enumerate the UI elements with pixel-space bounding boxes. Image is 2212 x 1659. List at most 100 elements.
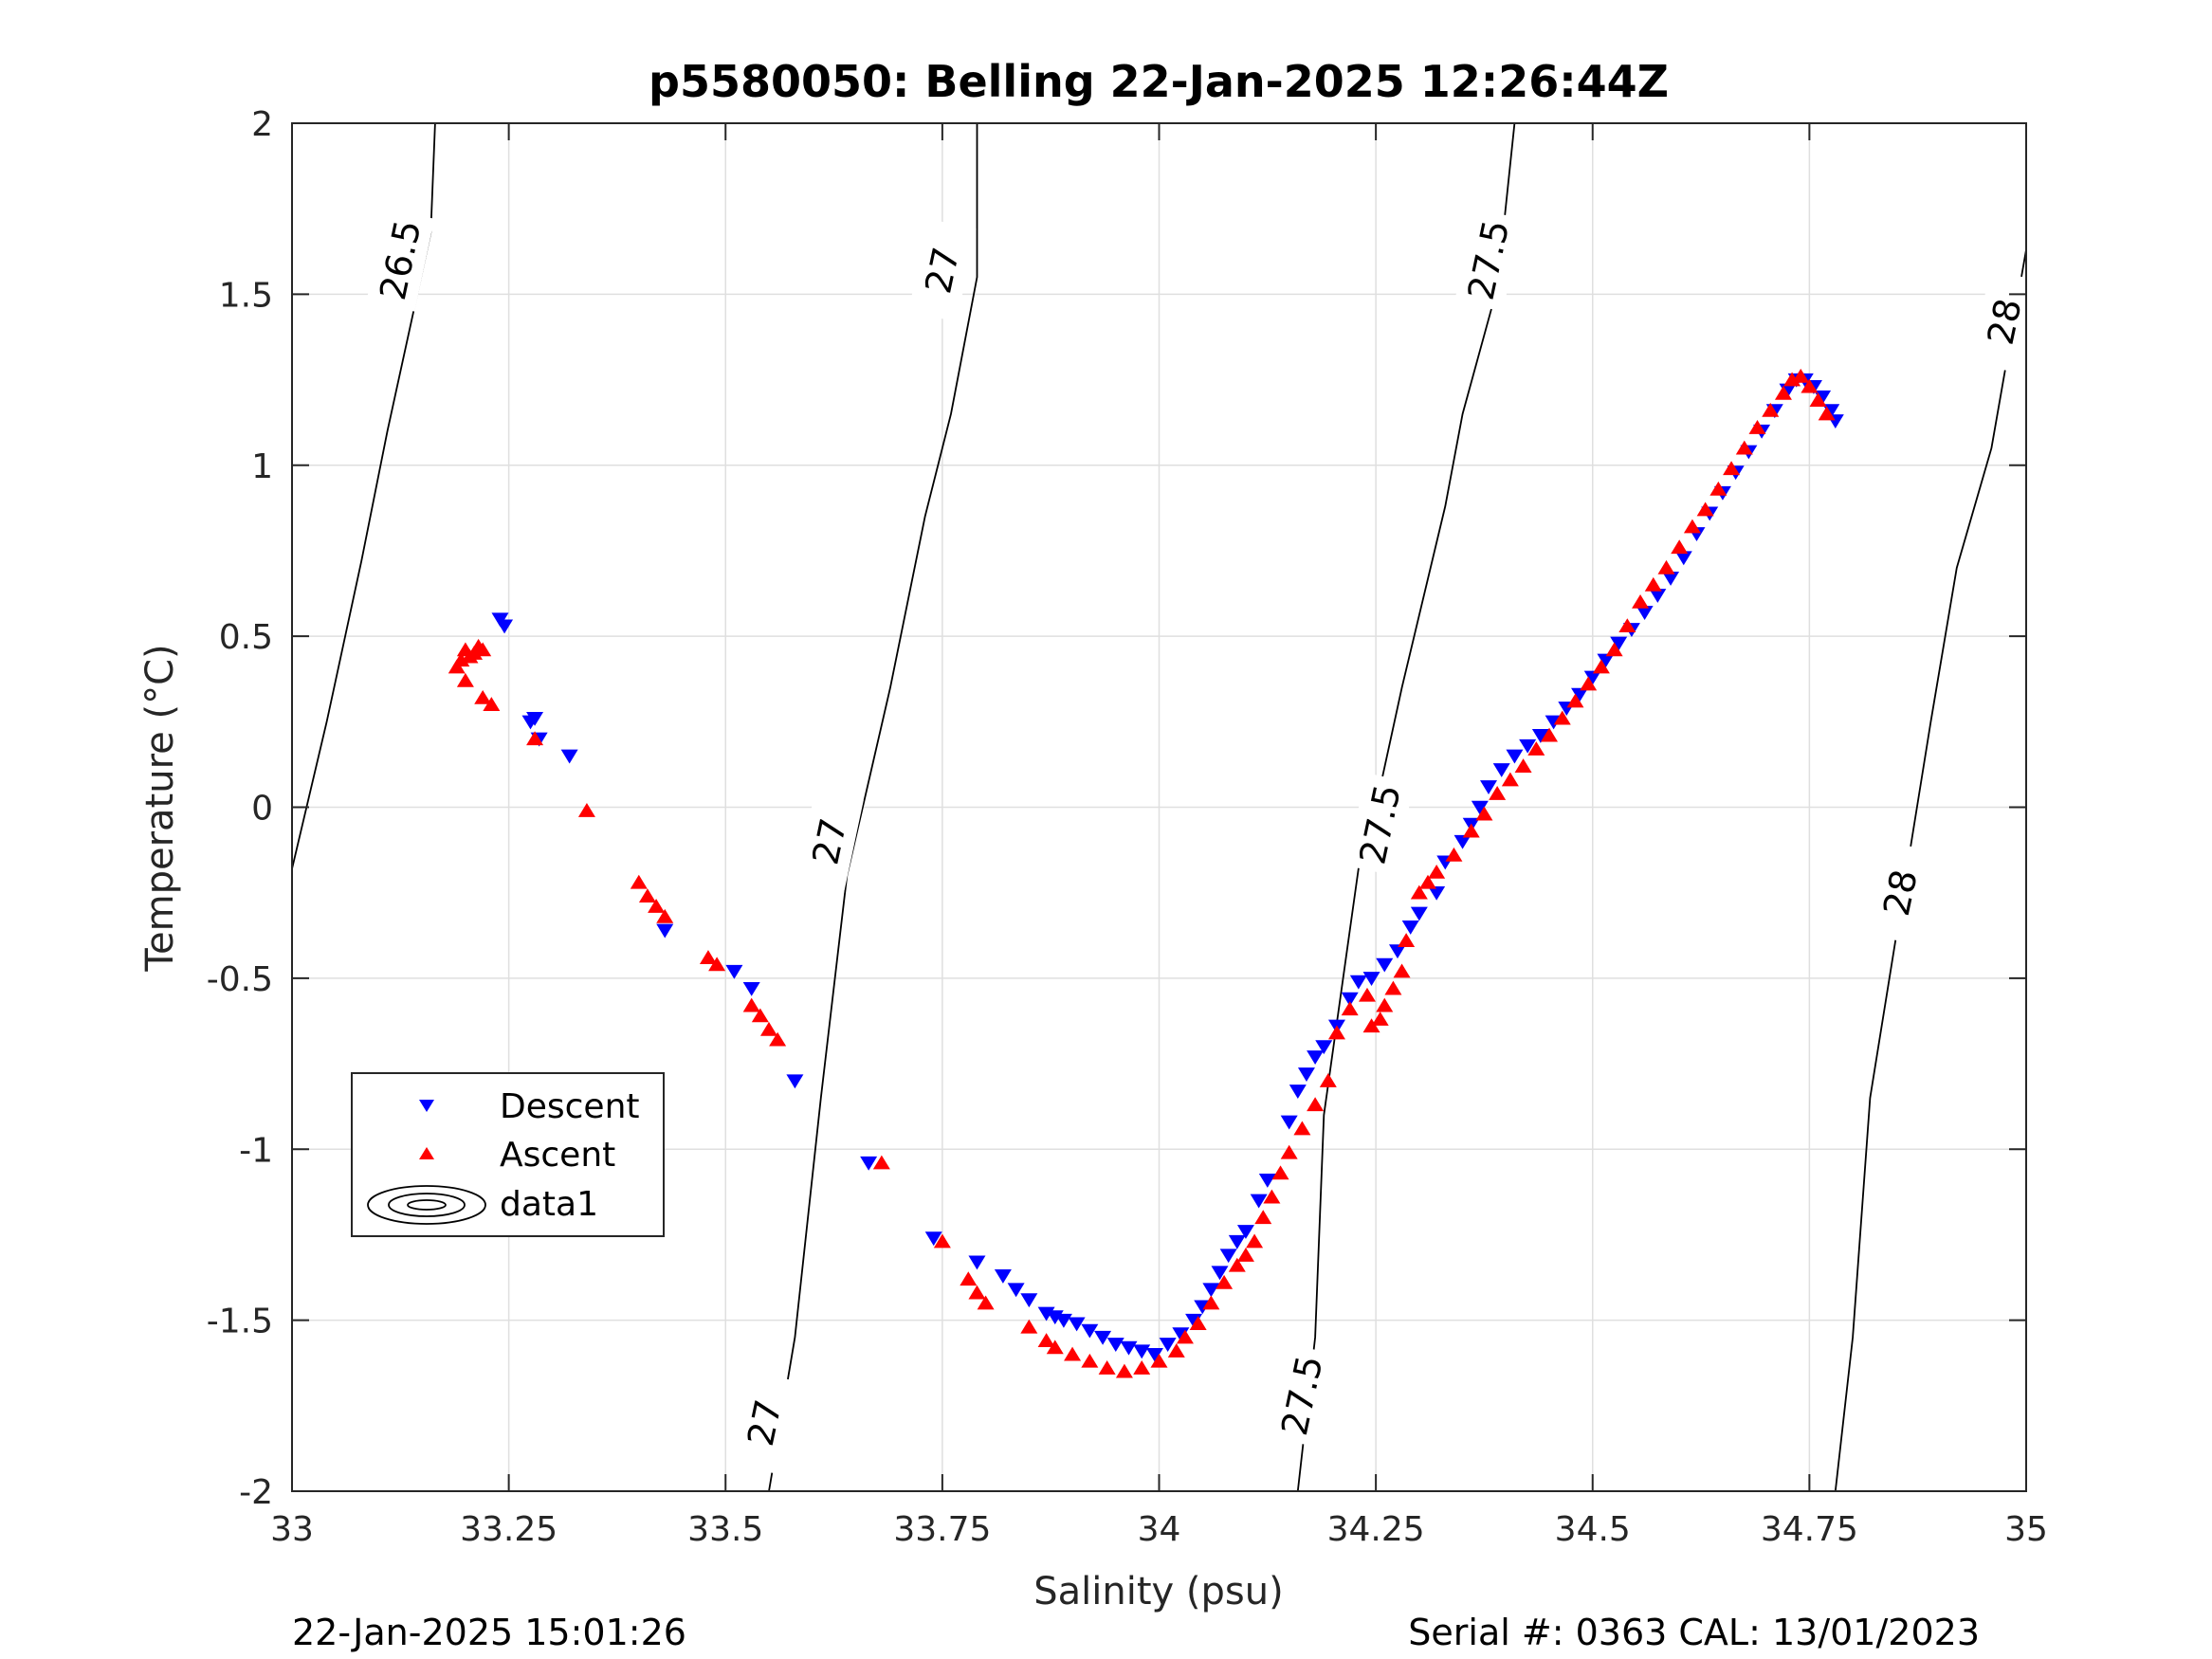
legend-ascent-label: Ascent — [500, 1136, 615, 1175]
ascent-point — [1657, 559, 1675, 574]
ascent-point — [1228, 1257, 1246, 1272]
ascent-point — [1341, 1001, 1359, 1016]
descent-point — [1453, 834, 1472, 849]
descent-point — [1145, 1347, 1163, 1362]
descent-point — [924, 1231, 942, 1247]
descent-point — [1020, 1293, 1038, 1308]
ascent-point — [1371, 1012, 1389, 1026]
ascent-point — [1384, 980, 1402, 995]
descent-point — [1480, 780, 1498, 794]
ascent-point — [1293, 1121, 1311, 1136]
x-tick-label: 33.75 — [893, 1510, 991, 1549]
descent-point — [1297, 1067, 1315, 1082]
ascent-point — [1762, 402, 1780, 417]
contour-label-bg — [1345, 773, 1415, 876]
descent-point — [1120, 1340, 1138, 1356]
ascent-point — [1605, 642, 1623, 657]
descent-point — [1228, 1234, 1246, 1249]
contour-label: 27 — [804, 814, 854, 867]
ascent-point — [1358, 987, 1376, 1002]
descent-point — [1054, 1313, 1072, 1328]
ascent-point — [1553, 710, 1571, 725]
descent-point — [1211, 1266, 1229, 1281]
ascent-point — [1398, 933, 1416, 947]
density-contour-line — [768, 123, 978, 1492]
y-tick-label: 1.5 — [219, 276, 273, 315]
contour-label-bg — [730, 1371, 799, 1475]
contour-label: 27 — [740, 1396, 790, 1449]
legend-ascent-marker — [419, 1147, 434, 1159]
ascent-point — [1410, 884, 1428, 900]
x-tick-label: 33 — [270, 1510, 314, 1549]
density-contour-line — [1296, 122, 1516, 1492]
ascent-point — [1150, 1353, 1168, 1368]
contour-label: 27 — [917, 244, 967, 297]
ascent-point — [483, 697, 501, 712]
ascent-point — [1709, 481, 1728, 496]
x-tick-label: 34.5 — [1555, 1510, 1631, 1549]
descent-point — [1506, 749, 1524, 764]
ascent-point — [751, 1008, 769, 1023]
descent-point — [1571, 687, 1589, 702]
ascent-point — [1566, 693, 1584, 708]
descent-point — [1649, 589, 1667, 603]
contour-label: 28 — [1875, 866, 1926, 919]
ascent-point — [1271, 1165, 1289, 1180]
y-tick-label: -0.5 — [207, 960, 273, 999]
ascent-point — [1592, 659, 1610, 674]
ascent-point — [1501, 772, 1519, 787]
y-tick-label: -1 — [239, 1131, 273, 1170]
ascent-point — [1644, 576, 1662, 592]
descent-point — [1410, 906, 1428, 921]
contour-label-bg — [1268, 1343, 1337, 1448]
descent-point — [521, 715, 539, 730]
descent-point — [725, 964, 743, 979]
descent-point — [1133, 1344, 1151, 1359]
ascent-point — [1418, 874, 1436, 889]
ascent-point — [1393, 963, 1411, 978]
legend-descent-label: Descent — [500, 1087, 640, 1126]
ascent-point — [1801, 378, 1819, 393]
descent-point — [1307, 1050, 1325, 1065]
ascent-point — [456, 672, 474, 687]
descent-point — [1341, 992, 1359, 1007]
ascent-point — [1246, 1233, 1264, 1249]
axis-ticks: 33 33.25 33.5 33.75 34 34.25 34.5 34.75 35 2 1.5 1 0… — [207, 105, 2048, 1549]
ascent-point — [526, 731, 544, 746]
legend: Descent Ascent data1 — [351, 1072, 665, 1237]
ascent-point — [1475, 806, 1493, 821]
ascent-point — [1115, 1363, 1133, 1378]
ascent-point — [648, 899, 666, 913]
contour-label-bg — [1866, 841, 1935, 945]
ascent-point — [1748, 419, 1766, 434]
ascent-point — [1671, 539, 1689, 555]
y-tick-label: -2 — [239, 1473, 273, 1512]
ascent-point — [1236, 1247, 1254, 1262]
x-axis-label: Salinity (psu) — [1033, 1570, 1283, 1613]
descent-point — [1401, 921, 1419, 935]
descent-point — [1236, 1225, 1254, 1239]
descent-point — [1280, 1115, 1298, 1130]
descent-point — [1202, 1283, 1220, 1298]
ascent-point — [968, 1285, 986, 1300]
descent-point — [860, 1156, 878, 1171]
ascent-point — [1362, 1018, 1380, 1033]
descent-point — [994, 1268, 1012, 1284]
descent-point — [496, 619, 514, 634]
descent-point — [1519, 738, 1537, 754]
data-points — [448, 368, 1844, 1378]
legend-descent-marker — [419, 1100, 434, 1112]
descent-point — [1428, 885, 1446, 901]
ascent-point — [1735, 440, 1753, 455]
descent-point — [1610, 636, 1628, 651]
descent-point — [1597, 653, 1615, 668]
ascent-point — [742, 997, 760, 1012]
ascent-point — [769, 1031, 787, 1047]
ascent-point — [1081, 1353, 1099, 1368]
ascent-point — [1280, 1144, 1298, 1159]
ascent-point — [1263, 1189, 1281, 1204]
ascent-point — [577, 803, 595, 817]
ascent-point — [1133, 1360, 1151, 1375]
ascent-point — [1037, 1333, 1055, 1348]
